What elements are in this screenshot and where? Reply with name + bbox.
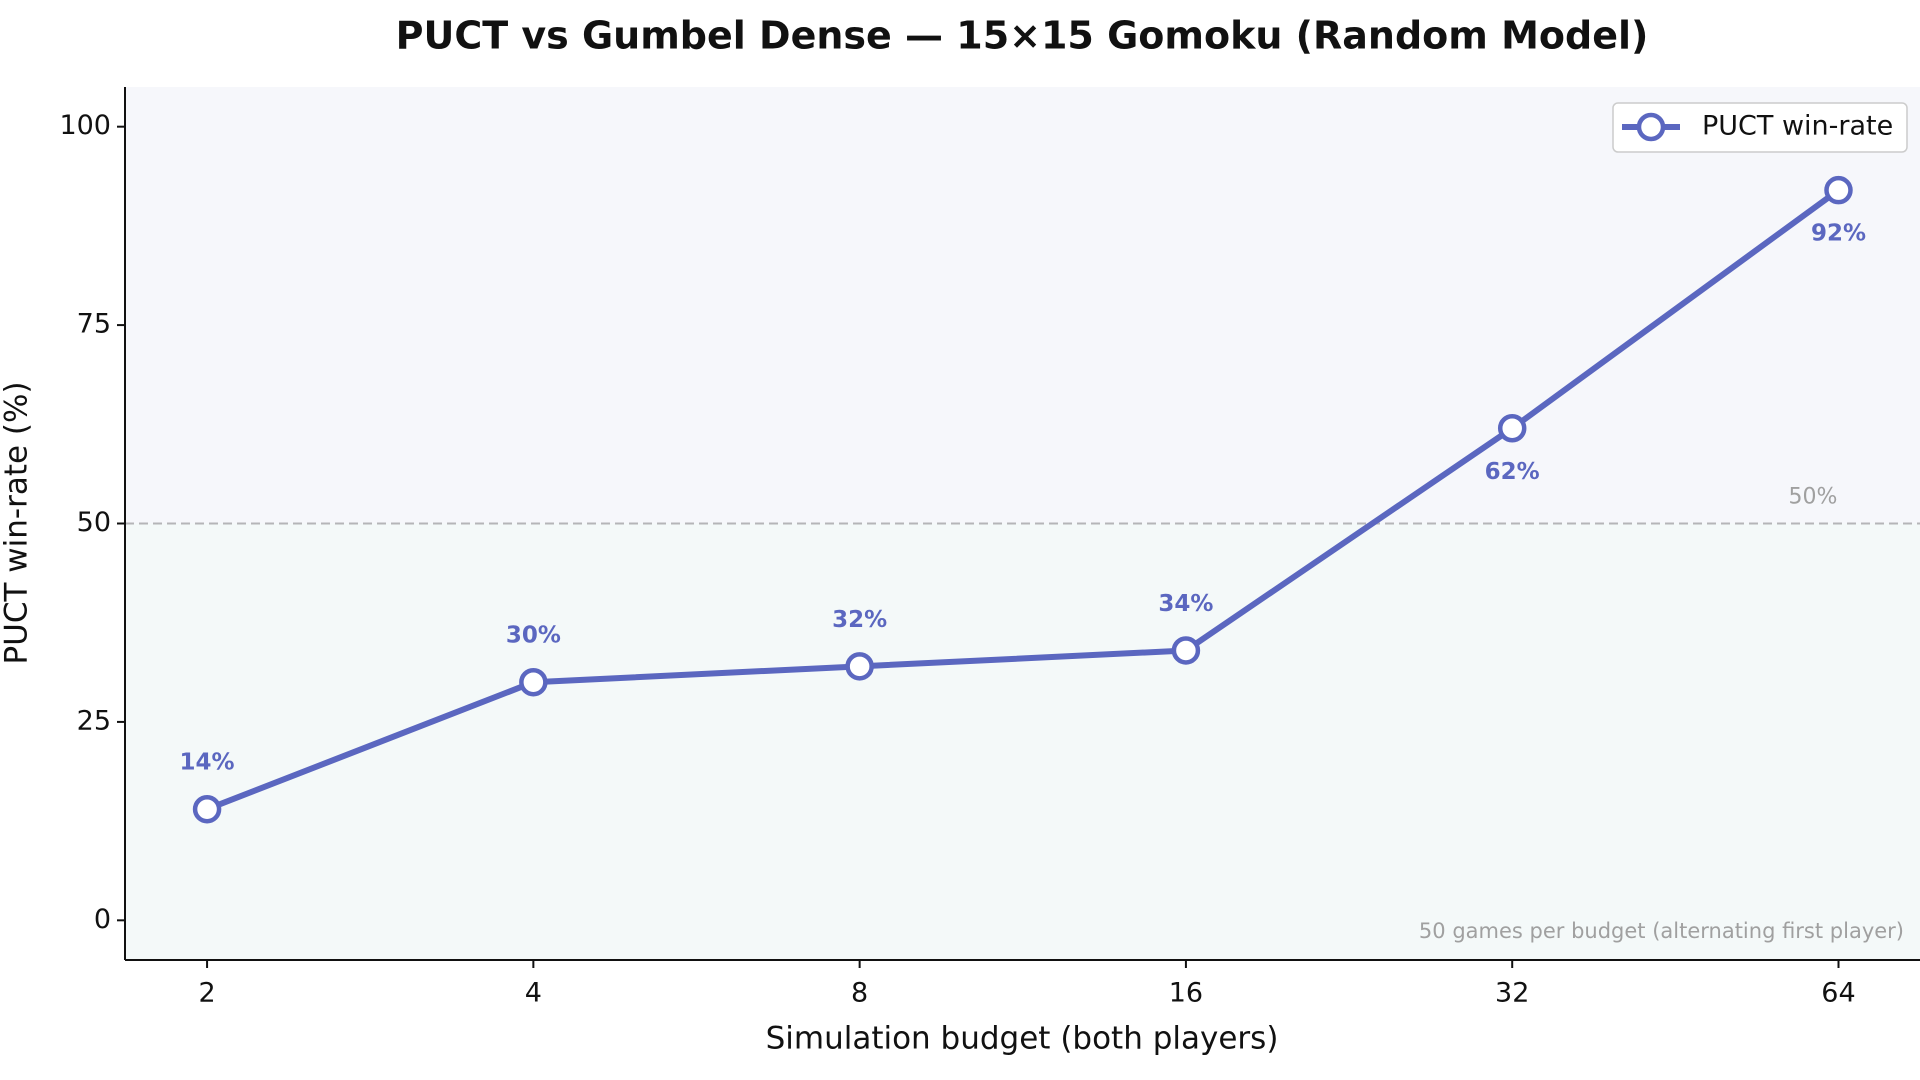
data-point <box>1171 636 1201 665</box>
y-tick-label: 100 <box>59 110 111 141</box>
note: 50 games per budget (alternating first p… <box>1419 919 1904 943</box>
x-tick-label: 32 <box>1495 978 1529 1009</box>
y-tick-label: 0 <box>94 904 111 935</box>
data-label: 32% <box>832 607 887 633</box>
data-label: 14% <box>180 750 235 776</box>
chart-title: PUCT vs Gumbel Dense — 15×15 Gomoku (Ran… <box>396 14 1649 58</box>
legend-marker <box>1636 112 1666 142</box>
y-tick-label: 25 <box>77 705 111 736</box>
x-tick-label: 4 <box>525 978 542 1009</box>
x-axis-label: Simulation budget (both players) <box>766 1021 1279 1057</box>
data-label: 30% <box>506 623 561 649</box>
y-tick-label: 50 <box>77 507 111 538</box>
data-point <box>192 794 222 824</box>
legend: PUCT win-rate <box>1612 102 1908 153</box>
data-point <box>519 667 548 697</box>
plot-background-lower <box>125 523 1920 960</box>
x-tick-label: 2 <box>198 978 215 1009</box>
data-label: 34% <box>1158 591 1213 617</box>
data-label: 62% <box>1485 459 1540 485</box>
legend-box <box>1612 102 1908 153</box>
x-tick-label: 8 <box>851 978 868 1009</box>
data-point <box>1497 414 1527 443</box>
data-label: 92% <box>1811 221 1866 247</box>
data-point <box>845 652 874 681</box>
y-axis-label: PUCT win-rate (%) <box>0 381 35 664</box>
data-point <box>1824 175 1853 205</box>
x-tick-label: 64 <box>1821 978 1855 1009</box>
data-line <box>205 187 1841 813</box>
y-tick-label: 75 <box>77 309 111 340</box>
reference-label: 50% <box>1789 485 1838 510</box>
legend-label: PUCT win-rate <box>1702 111 1893 142</box>
x-tick-label: 16 <box>1169 978 1203 1009</box>
plot-background-upper <box>125 87 1920 524</box>
